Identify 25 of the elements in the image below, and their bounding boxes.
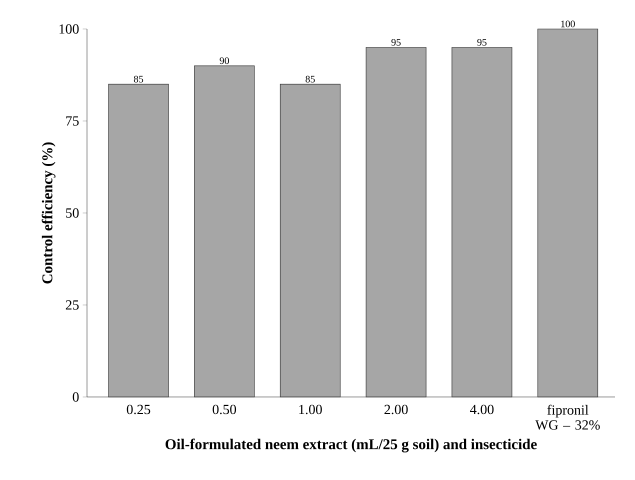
bar [108, 84, 169, 398]
y-tick-label: 75 [66, 116, 79, 126]
y-tick-label: 0 [72, 392, 79, 402]
bar [194, 65, 255, 398]
x-tick-label: 1.00 [299, 404, 322, 414]
x-axis-title: Oil-formulated neem extract (mL/25 g soil) and insecticide [166, 438, 537, 452]
data-label: 100 [561, 20, 575, 28]
y-axis-title: Control efficiency (%) [42, 142, 56, 284]
y-tick-label: 50 [66, 208, 79, 218]
data-label: 95 [477, 39, 487, 46]
bar [537, 28, 598, 398]
data-label: 95 [391, 39, 401, 46]
bar [452, 47, 512, 398]
data-label: 85 [306, 76, 315, 82]
y-tick-label: 25 [66, 300, 79, 310]
x-tick-label: 4.00 [470, 404, 494, 414]
x-tick-label: 2.00 [384, 404, 408, 414]
x-tick-label: 0.50 [212, 404, 236, 414]
x-tick-label: fipronil WG – 32% [535, 404, 600, 430]
data-label: 90 [220, 57, 229, 64]
x-tick-label: 0.25 [126, 404, 150, 414]
bar [366, 47, 426, 398]
y-tick-label: 100 [60, 24, 79, 34]
data-label: 85 [134, 76, 144, 82]
bar [280, 84, 341, 398]
